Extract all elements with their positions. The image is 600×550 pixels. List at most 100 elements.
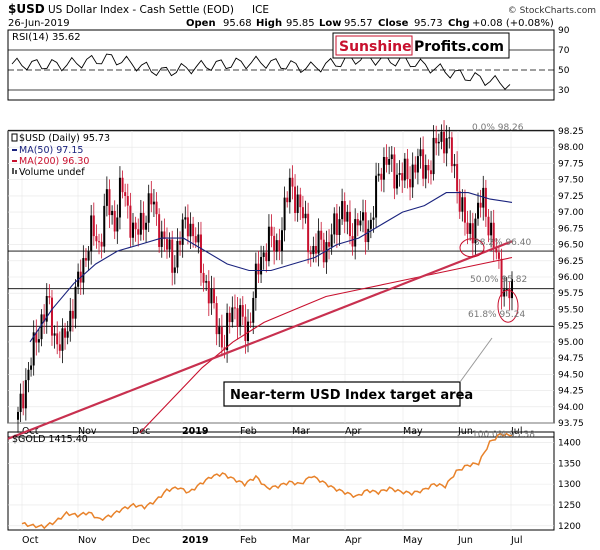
candle-body: [503, 289, 506, 297]
candle-body: [312, 246, 315, 255]
candle-body: [288, 177, 291, 203]
target-annotation: Near-term USD Index target area: [223, 337, 493, 407]
candle-body: [74, 286, 77, 319]
candle-body: [249, 321, 252, 323]
candle-body: [56, 333, 59, 345]
candle-body: [309, 252, 312, 255]
candle-body: [450, 137, 453, 167]
candle-body: [210, 288, 213, 304]
price-tick-label: 98.00: [558, 143, 584, 153]
candle-body: [111, 210, 114, 216]
candle-body: [202, 272, 205, 283]
legend-ma50: MA(50) 97.15: [19, 145, 83, 156]
candle-body: [474, 218, 477, 244]
candle-body: [375, 175, 378, 218]
candle-body: [19, 393, 22, 412]
candle-body: [171, 239, 174, 273]
candle-body: [27, 369, 30, 381]
price-tick-label: 97.00: [558, 208, 584, 218]
candle-body: [432, 137, 435, 175]
candle-body: [260, 256, 263, 275]
gold-x-tick-label: Feb: [240, 535, 257, 546]
candle-body: [90, 215, 93, 252]
candle-body: [453, 163, 456, 167]
high-value: 95.85: [286, 18, 315, 29]
price-tick-label: 97.50: [558, 176, 584, 186]
candle-body: [458, 191, 461, 212]
candle-body: [108, 189, 111, 216]
candle-body: [508, 289, 511, 299]
candle-body: [273, 235, 276, 252]
price-x-tick-label: Oct: [22, 426, 39, 437]
chg-label: Chg: [448, 18, 470, 29]
price-tick-label: 94.00: [558, 403, 584, 413]
price-x-tick-label: Apr: [345, 426, 362, 437]
candle-body: [71, 310, 74, 319]
candle-body: [129, 205, 132, 238]
price-x-tick-label: Nov: [78, 426, 97, 437]
rsi-tick-label: 90: [558, 26, 570, 36]
candle-body: [275, 240, 278, 252]
price-x-tick-label: 2019: [182, 426, 208, 437]
price-tick-label: 96.25: [558, 257, 584, 267]
candle-body: [84, 258, 87, 261]
rsi-title: RSI(14) 35.62: [12, 32, 81, 43]
candle-body: [487, 216, 490, 236]
candle-body: [254, 263, 257, 298]
candle-body: [477, 202, 480, 219]
sunshine-profits-logo: Sunshine Profits.com: [332, 32, 510, 59]
price-tick-label: 96.75: [558, 224, 584, 234]
candle-body: [403, 158, 406, 181]
candle-body: [160, 231, 163, 247]
candle-body: [385, 157, 388, 165]
candle-body: [346, 211, 349, 222]
gold-x-tick-label: Mar: [292, 535, 310, 546]
candle-body: [471, 223, 474, 244]
candle-body: [364, 212, 367, 243]
candle-body: [176, 240, 179, 268]
price-tick-label: 98.25: [558, 127, 584, 137]
logo-part2: Profits.com: [414, 39, 504, 55]
candle-body: [98, 241, 101, 243]
gold-tick-label: 1200: [558, 522, 581, 532]
candle-body: [40, 314, 43, 340]
candle-body: [283, 197, 286, 231]
candle-body: [377, 173, 380, 176]
candle-body: [479, 202, 482, 208]
candle-body: [351, 236, 354, 247]
candle-body: [301, 207, 304, 219]
candle-body: [500, 258, 503, 297]
open-value: 95.68: [223, 18, 252, 29]
candle-body: [37, 339, 40, 343]
candle-body: [270, 226, 273, 236]
fib-label-382: 38.2% 96.40: [474, 238, 531, 248]
candle-body: [66, 331, 69, 338]
price-x-tick-label: Jun: [457, 426, 473, 437]
data-layer: [7, 51, 519, 530]
candle-body: [416, 156, 419, 173]
candle-body: [116, 217, 119, 232]
candle-body: [469, 223, 472, 234]
candle-body: [278, 240, 281, 252]
candle-body: [286, 197, 289, 203]
candle-body: [100, 241, 103, 247]
candle-body: [359, 220, 362, 226]
annotation-box: [223, 381, 461, 407]
candle-body: [291, 177, 294, 187]
candle-body: [113, 210, 116, 232]
candle-body: [158, 214, 161, 247]
candle-body: [218, 327, 221, 335]
legend-usd: $USD (Daily) 95.73: [19, 133, 110, 144]
candle-body: [87, 251, 90, 261]
candle-body: [490, 222, 493, 236]
legend-volume-icon: [12, 168, 14, 174]
stockcharts-credit: © StockCharts.com: [508, 6, 596, 16]
candle-body: [299, 194, 302, 208]
candle-body: [445, 138, 448, 154]
candle-body: [155, 201, 158, 215]
candle-body: [354, 219, 357, 247]
candle-body: [139, 212, 142, 235]
gold-tick-label: 1400: [558, 438, 581, 448]
fib-label-618: 61.8% 95.24: [468, 310, 525, 320]
